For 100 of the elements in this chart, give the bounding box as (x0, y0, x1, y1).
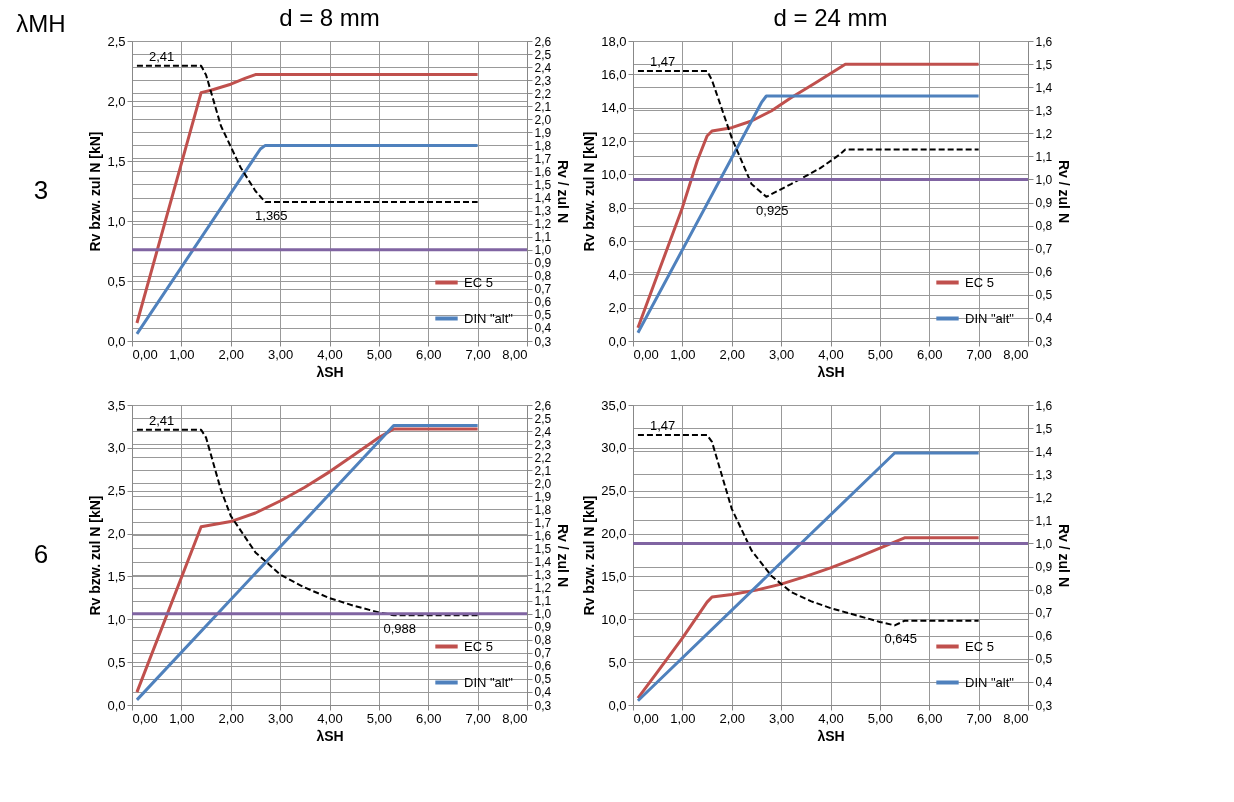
y2-tick-label: 0,6 (534, 295, 552, 310)
y2-tick-label: 0,8 (1035, 583, 1053, 598)
x-tick-label: 8,00 (1003, 346, 1029, 362)
y-tick-label: 0,0 (608, 333, 627, 349)
y2-tick-label: 0,7 (534, 282, 552, 297)
y2-tick-label: 2,4 (534, 424, 552, 439)
x-axis-title: λSH (316, 727, 344, 744)
y-tick-label: 15,0 (601, 568, 627, 584)
x-tick-label: 0,00 (633, 710, 659, 726)
y-tick-label: 10,0 (601, 166, 627, 182)
y2-tick-label: 1,0 (534, 243, 552, 258)
y2-tick-label: 0,5 (1035, 288, 1053, 303)
y2-tick-label: 1,3 (534, 568, 552, 583)
x-tick-label: 8,00 (1003, 710, 1029, 726)
x-tick-label: 0,00 (132, 346, 158, 362)
y-tick-label: 2,0 (107, 526, 126, 542)
y2-tick-label: 1,5 (1035, 57, 1053, 72)
x-tick-label: 1,00 (670, 710, 696, 726)
x-tick-label: 7,00 (465, 346, 491, 362)
y2-tick-label: 2,5 (534, 47, 552, 62)
y2-tick-label: 0,5 (1035, 652, 1053, 667)
y2-tick-label: 1,3 (1035, 467, 1053, 482)
y-tick-label: 2,5 (107, 483, 126, 499)
x-tick-label: 2,00 (719, 346, 745, 362)
y2-tick-label: 1,6 (534, 164, 552, 179)
y-tick-label: 3,0 (107, 440, 126, 456)
y2-tick-label: 1,2 (534, 217, 552, 232)
y2-tick-label: 0,6 (1035, 629, 1053, 644)
legend-label: EC 5 (464, 638, 493, 654)
x-tick-label: 4,00 (818, 346, 844, 362)
y2-tick-label: 1,4 (534, 191, 552, 206)
y2-tick-label: 1,1 (1035, 149, 1053, 164)
y2-tick-label: 0,8 (1035, 219, 1053, 234)
y2-tick-label: 1,9 (534, 489, 552, 504)
y2-tick-label: 0,4 (534, 685, 552, 700)
y-tick-label: 35,0 (601, 397, 627, 413)
y2-axis-title: Rv / zul N (1056, 159, 1073, 224)
x-tick-label: 6,00 (917, 346, 943, 362)
y-tick-label: 2,0 (107, 93, 126, 109)
chart-title: d = 24 mm (773, 4, 888, 31)
x-tick-label: 5,00 (366, 710, 393, 726)
legend-label: DIN "alt" (965, 674, 1015, 690)
y-tick-label: 0,5 (107, 654, 126, 670)
y2-tick-label: 0,9 (534, 620, 552, 635)
y2-tick-label: 2,6 (534, 34, 552, 49)
y2-tick-label: 1,7 (534, 515, 552, 530)
x-tick-label: 5,00 (867, 710, 894, 726)
y-tick-label: 0,0 (608, 697, 627, 713)
y2-tick-label: 1,9 (534, 125, 552, 140)
x-tick-label: 3,00 (768, 710, 795, 726)
x-tick-label: 2,00 (719, 710, 745, 726)
legend-label: DIN "alt" (464, 674, 514, 690)
y2-tick-label: 0,3 (534, 334, 552, 349)
y2-tick-label: 1,6 (534, 528, 552, 543)
y-tick-label: 4,0 (608, 266, 627, 282)
y2-tick-label: 0,5 (534, 672, 552, 687)
y2-axis-title: Rv / zul N (555, 159, 572, 224)
y2-axis-title: Rv / zul N (1056, 523, 1073, 588)
y2-tick-label: 1,4 (1035, 80, 1053, 95)
x-tick-label: 6,00 (416, 346, 442, 362)
x-axis-title: λSH (817, 727, 845, 744)
y2-tick-label: 1,2 (1035, 490, 1053, 505)
x-tick-label: 2,00 (218, 710, 244, 726)
y-tick-label: 14,0 (601, 100, 627, 116)
y-axis-title: Rv bzw. zul N [kN] (581, 495, 598, 616)
y-tick-label: 16,0 (601, 66, 627, 82)
y2-tick-label: 0,6 (1035, 265, 1053, 280)
x-tick-label: 7,00 (966, 710, 992, 726)
x-axis-title: λSH (316, 363, 344, 380)
y-tick-label: 30,0 (601, 440, 627, 456)
y-tick-label: 1,5 (107, 568, 126, 584)
y-tick-label: 6,0 (608, 233, 627, 249)
x-tick-label: 5,00 (366, 346, 393, 362)
x-tick-label: 3,00 (768, 346, 795, 362)
y2-tick-label: 1,6 (1035, 398, 1053, 413)
annotation: 2,41 (148, 412, 175, 428)
x-tick-label: 1,00 (169, 346, 195, 362)
y2-tick-label: 1,8 (534, 138, 552, 153)
y-tick-label: 1,5 (107, 153, 126, 169)
y2-tick-label: 0,9 (1035, 560, 1053, 575)
x-tick-label: 4,00 (317, 710, 343, 726)
y2-tick-label: 1,0 (1035, 536, 1053, 551)
y-tick-label: 0,5 (107, 273, 126, 289)
x-tick-label: 6,00 (917, 710, 943, 726)
y-tick-label: 8,0 (608, 200, 627, 216)
legend-label: EC 5 (965, 274, 994, 290)
y2-tick-label: 0,9 (534, 256, 552, 271)
y2-tick-label: 2,3 (534, 437, 552, 452)
y2-tick-label: 0,7 (534, 646, 552, 661)
y2-tick-label: 1,1 (534, 594, 552, 609)
text: 6 (33, 539, 49, 569)
y-tick-label: 20,0 (601, 526, 627, 542)
chart-title: d = 8 mm (279, 4, 380, 31)
y2-tick-label: 2,6 (534, 398, 552, 413)
y2-tick-label: 2,5 (534, 411, 552, 426)
y-tick-label: 25,0 (601, 483, 627, 499)
x-tick-label: 2,00 (218, 346, 244, 362)
x-tick-label: 4,00 (317, 346, 343, 362)
line-series (636, 70, 980, 198)
y2-tick-label: 2,2 (534, 450, 552, 465)
